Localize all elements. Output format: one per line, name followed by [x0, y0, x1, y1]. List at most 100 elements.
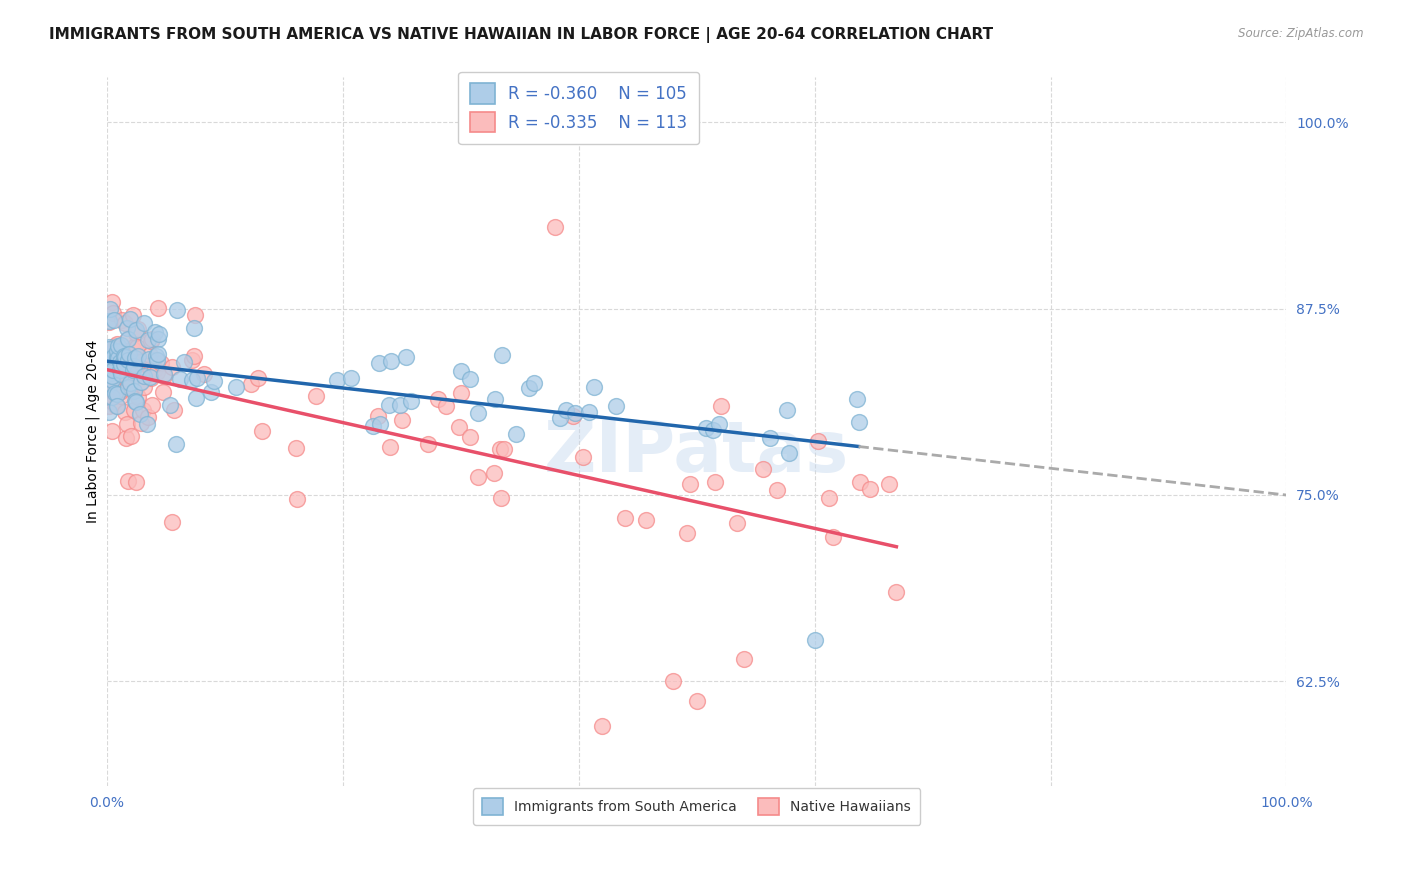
- Point: [225, 380, 247, 394]
- Point: [117, 474, 139, 488]
- Point: [148, 347, 170, 361]
- Point: [380, 353, 402, 368]
- Point: [127, 390, 149, 404]
- Point: [122, 384, 145, 399]
- Point: [326, 373, 349, 387]
- Point: [117, 377, 139, 392]
- Point: [100, 366, 122, 380]
- Point: [98, 377, 121, 392]
- Point: [112, 357, 135, 371]
- Point: [391, 413, 413, 427]
- Point: [491, 348, 513, 362]
- Point: [107, 351, 129, 366]
- Point: [709, 417, 731, 431]
- Point: [285, 442, 308, 456]
- Point: [367, 356, 389, 370]
- Point: [145, 365, 167, 379]
- Point: [523, 376, 546, 390]
- Point: [128, 376, 150, 391]
- Point: [105, 344, 128, 359]
- Point: [138, 351, 160, 366]
- Point: [849, 475, 872, 489]
- Point: [128, 407, 150, 421]
- Point: [120, 366, 142, 380]
- Point: [111, 313, 134, 327]
- Point: [110, 358, 132, 372]
- Text: Source: ZipAtlas.com: Source: ZipAtlas.com: [1239, 27, 1364, 40]
- Point: [807, 434, 830, 448]
- Point: [117, 379, 139, 393]
- Point: [550, 410, 572, 425]
- Point: [100, 382, 122, 396]
- Point: [162, 360, 184, 375]
- Point: [181, 353, 204, 368]
- Point: [120, 376, 142, 391]
- Point: [117, 352, 139, 367]
- Point: [110, 388, 132, 402]
- Point: [141, 371, 163, 385]
- Point: [143, 325, 166, 339]
- Point: [149, 356, 172, 370]
- Point: [676, 525, 699, 540]
- Point: [399, 394, 422, 409]
- Point: [685, 694, 707, 708]
- Point: [98, 385, 121, 400]
- Point: [117, 417, 139, 431]
- Point: [134, 380, 156, 394]
- Text: IMMIGRANTS FROM SOUTH AMERICA VS NATIVE HAWAIIAN IN LABOR FORCE | AGE 20-64 CORR: IMMIGRANTS FROM SOUTH AMERICA VS NATIVE …: [49, 27, 993, 43]
- Point: [591, 719, 613, 733]
- Point: [776, 402, 799, 417]
- Point: [427, 392, 450, 406]
- Point: [200, 385, 222, 400]
- Point: [886, 584, 908, 599]
- Point: [132, 402, 155, 417]
- Legend: Immigrants from South America, Native Hawaiians: Immigrants from South America, Native Ha…: [472, 789, 921, 825]
- Point: [152, 384, 174, 399]
- Point: [98, 399, 121, 413]
- Point: [305, 389, 328, 403]
- Point: [100, 424, 122, 438]
- Point: [98, 301, 121, 316]
- Point: [449, 419, 471, 434]
- Point: [117, 332, 139, 346]
- Point: [488, 442, 510, 456]
- Point: [183, 350, 205, 364]
- Point: [104, 341, 127, 355]
- Point: [491, 491, 513, 505]
- Point: [450, 364, 472, 378]
- Point: [110, 382, 132, 396]
- Point: [105, 350, 128, 364]
- Point: [125, 475, 148, 490]
- Point: [153, 368, 176, 383]
- Point: [702, 423, 724, 437]
- Point: [125, 323, 148, 337]
- Point: [186, 371, 208, 385]
- Point: [103, 363, 125, 377]
- Point: [239, 377, 262, 392]
- Point: [105, 387, 128, 401]
- Point: [98, 315, 121, 329]
- Point: [118, 346, 141, 360]
- Point: [166, 302, 188, 317]
- Point: [134, 368, 156, 383]
- Point: [120, 351, 142, 366]
- Point: [98, 353, 121, 368]
- Point: [148, 301, 170, 315]
- Point: [285, 492, 308, 507]
- Point: [114, 316, 136, 330]
- Point: [105, 337, 128, 351]
- Point: [101, 369, 124, 384]
- Point: [160, 515, 183, 529]
- Point: [104, 380, 127, 394]
- Point: [704, 475, 727, 489]
- Point: [118, 311, 141, 326]
- Point: [101, 306, 124, 320]
- Point: [108, 355, 131, 369]
- Point: [571, 450, 593, 464]
- Point: [104, 353, 127, 368]
- Point: [180, 373, 202, 387]
- Point: [458, 372, 481, 386]
- Point: [125, 326, 148, 340]
- Point: [173, 355, 195, 369]
- Point: [100, 391, 122, 405]
